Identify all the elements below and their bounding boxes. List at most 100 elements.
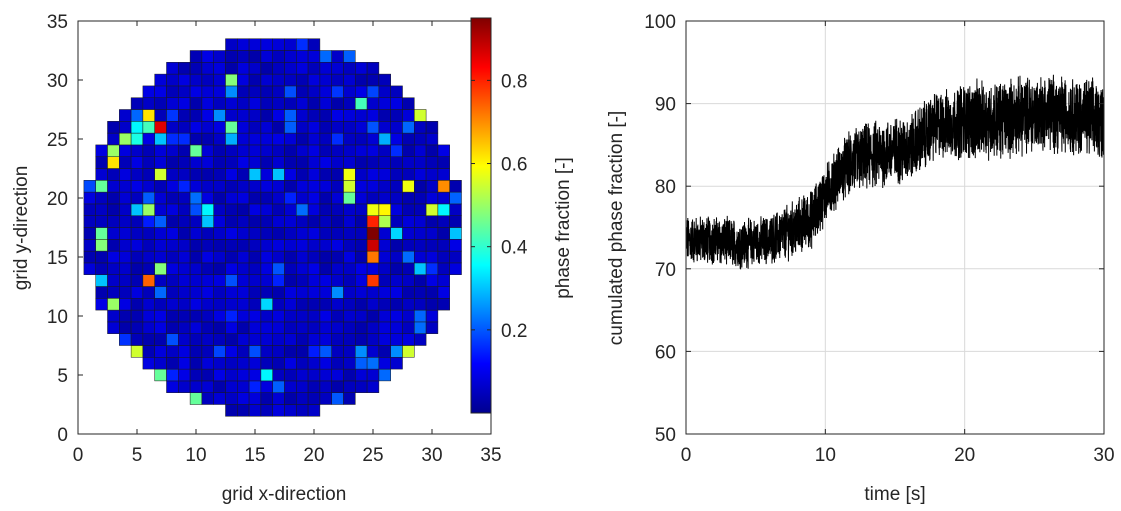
y-tick-label: 30 — [47, 71, 68, 92]
heatmap-cell — [237, 227, 250, 240]
heatmap-cell — [201, 250, 214, 264]
heatmap-cell — [331, 85, 344, 98]
heatmap-cell — [272, 203, 285, 216]
heatmap-cell — [107, 121, 120, 134]
heatmap-cell — [201, 380, 214, 393]
heatmap-cell — [378, 309, 391, 323]
heatmap-cell — [248, 215, 262, 228]
heatmap-cell — [260, 73, 273, 87]
heatmap-cell — [213, 357, 226, 370]
heatmap-cell — [178, 97, 191, 110]
y-tick-label: 35 — [47, 12, 68, 33]
heatmap-cell — [248, 203, 262, 216]
heatmap-cell — [260, 180, 273, 193]
heatmap-cell — [154, 156, 167, 169]
heatmap-cell — [296, 392, 309, 405]
heatmap-cell — [414, 239, 427, 252]
heatmap-cell — [130, 97, 144, 110]
heatmap-cell — [390, 262, 403, 275]
heatmap-cell — [449, 227, 462, 240]
heatmap-cell — [178, 62, 191, 75]
heatmap-cell — [166, 250, 179, 264]
heatmap-cell — [225, 203, 238, 216]
heatmap-cell — [425, 203, 439, 216]
heatmap-cell — [284, 321, 297, 334]
line-panel: 0 10 20 30 50 60 70 80 90 100 time [s] cumulated … — [606, 12, 1115, 505]
heatmap-cell — [366, 191, 380, 205]
heatmap-cell — [237, 73, 250, 87]
heatmap-cell — [307, 262, 321, 275]
heatmap-cell — [248, 85, 262, 98]
heatmap-cell — [331, 227, 344, 240]
heatmap-cell — [260, 97, 273, 110]
heatmap-cell — [378, 345, 391, 358]
heatmap-cell — [355, 215, 368, 228]
heatmap-cell — [319, 239, 332, 252]
heatmap-cell — [201, 262, 214, 275]
heatmap-cell — [260, 191, 273, 205]
heatmap-cell — [402, 274, 415, 287]
heatmap-cell — [95, 298, 108, 311]
heatmap-cell — [331, 309, 344, 323]
heatmap-cell — [178, 144, 191, 157]
series-line — [685, 74, 1105, 270]
heatmap-cell — [355, 97, 368, 110]
heatmap-cell — [95, 156, 108, 169]
heatmap-cell — [307, 345, 321, 358]
heatmap-cell — [248, 50, 262, 63]
heatmap-cell — [166, 215, 179, 228]
heatmap-cell — [237, 180, 250, 193]
heatmap-cell — [366, 156, 380, 169]
heatmap-cell — [248, 357, 262, 370]
heatmap-cell — [449, 262, 462, 275]
heatmap-cell — [95, 250, 108, 264]
heatmap-cell — [213, 168, 226, 181]
heatmap-cell — [402, 321, 415, 334]
heatmap-cell — [166, 286, 179, 299]
heatmap-cell — [343, 50, 356, 63]
heatmap-ylabel: grid y-direction — [11, 166, 32, 291]
heatmap-cell — [225, 321, 238, 334]
heatmap-cell — [178, 298, 191, 311]
heatmap-cell — [390, 345, 403, 358]
heatmap-cell — [414, 333, 427, 346]
heatmap-cell — [166, 180, 179, 193]
heatmap-cell — [237, 286, 250, 299]
heatmap-cell — [296, 239, 309, 252]
heatmap-cell — [260, 50, 273, 63]
heatmap-cell — [307, 404, 321, 417]
heatmap-cell — [95, 274, 108, 287]
heatmap-cell — [437, 227, 450, 240]
heatmap-cell — [319, 357, 332, 370]
heatmap-cell — [331, 286, 344, 299]
heatmap-cell — [260, 62, 273, 75]
heatmap-cell — [130, 250, 144, 264]
heatmap-cell — [225, 168, 238, 181]
heatmap-cell — [130, 227, 144, 240]
heatmap-cell — [83, 239, 96, 252]
heatmap-cell — [213, 97, 226, 110]
heatmap-cell — [414, 121, 427, 134]
y-tick-label: 5 — [57, 366, 68, 387]
heatmap-cell — [343, 156, 356, 169]
heatmap-cell — [237, 321, 250, 334]
heatmap-cell — [213, 380, 226, 393]
heatmap-cell — [237, 121, 250, 134]
heatmap-cell — [166, 144, 179, 157]
x-tick-label: 30 — [1093, 445, 1114, 466]
heatmap-cell — [142, 227, 155, 240]
heatmap-cell — [390, 274, 403, 287]
heatmap-cell — [343, 73, 356, 87]
heatmap-cell — [189, 50, 203, 63]
heatmap-cell — [366, 121, 380, 134]
heatmap-cell — [437, 286, 450, 299]
heatmap-cell — [355, 368, 368, 382]
heatmap-cell — [296, 203, 309, 216]
heatmap-cell — [237, 109, 250, 122]
heatmap-cell — [331, 191, 344, 205]
heatmap-cell — [307, 274, 321, 287]
heatmap-cell — [189, 309, 203, 323]
colorbar-tick-label: 0.8 — [501, 71, 527, 92]
heatmap-cell — [107, 286, 120, 299]
heatmap-cell — [166, 298, 179, 311]
